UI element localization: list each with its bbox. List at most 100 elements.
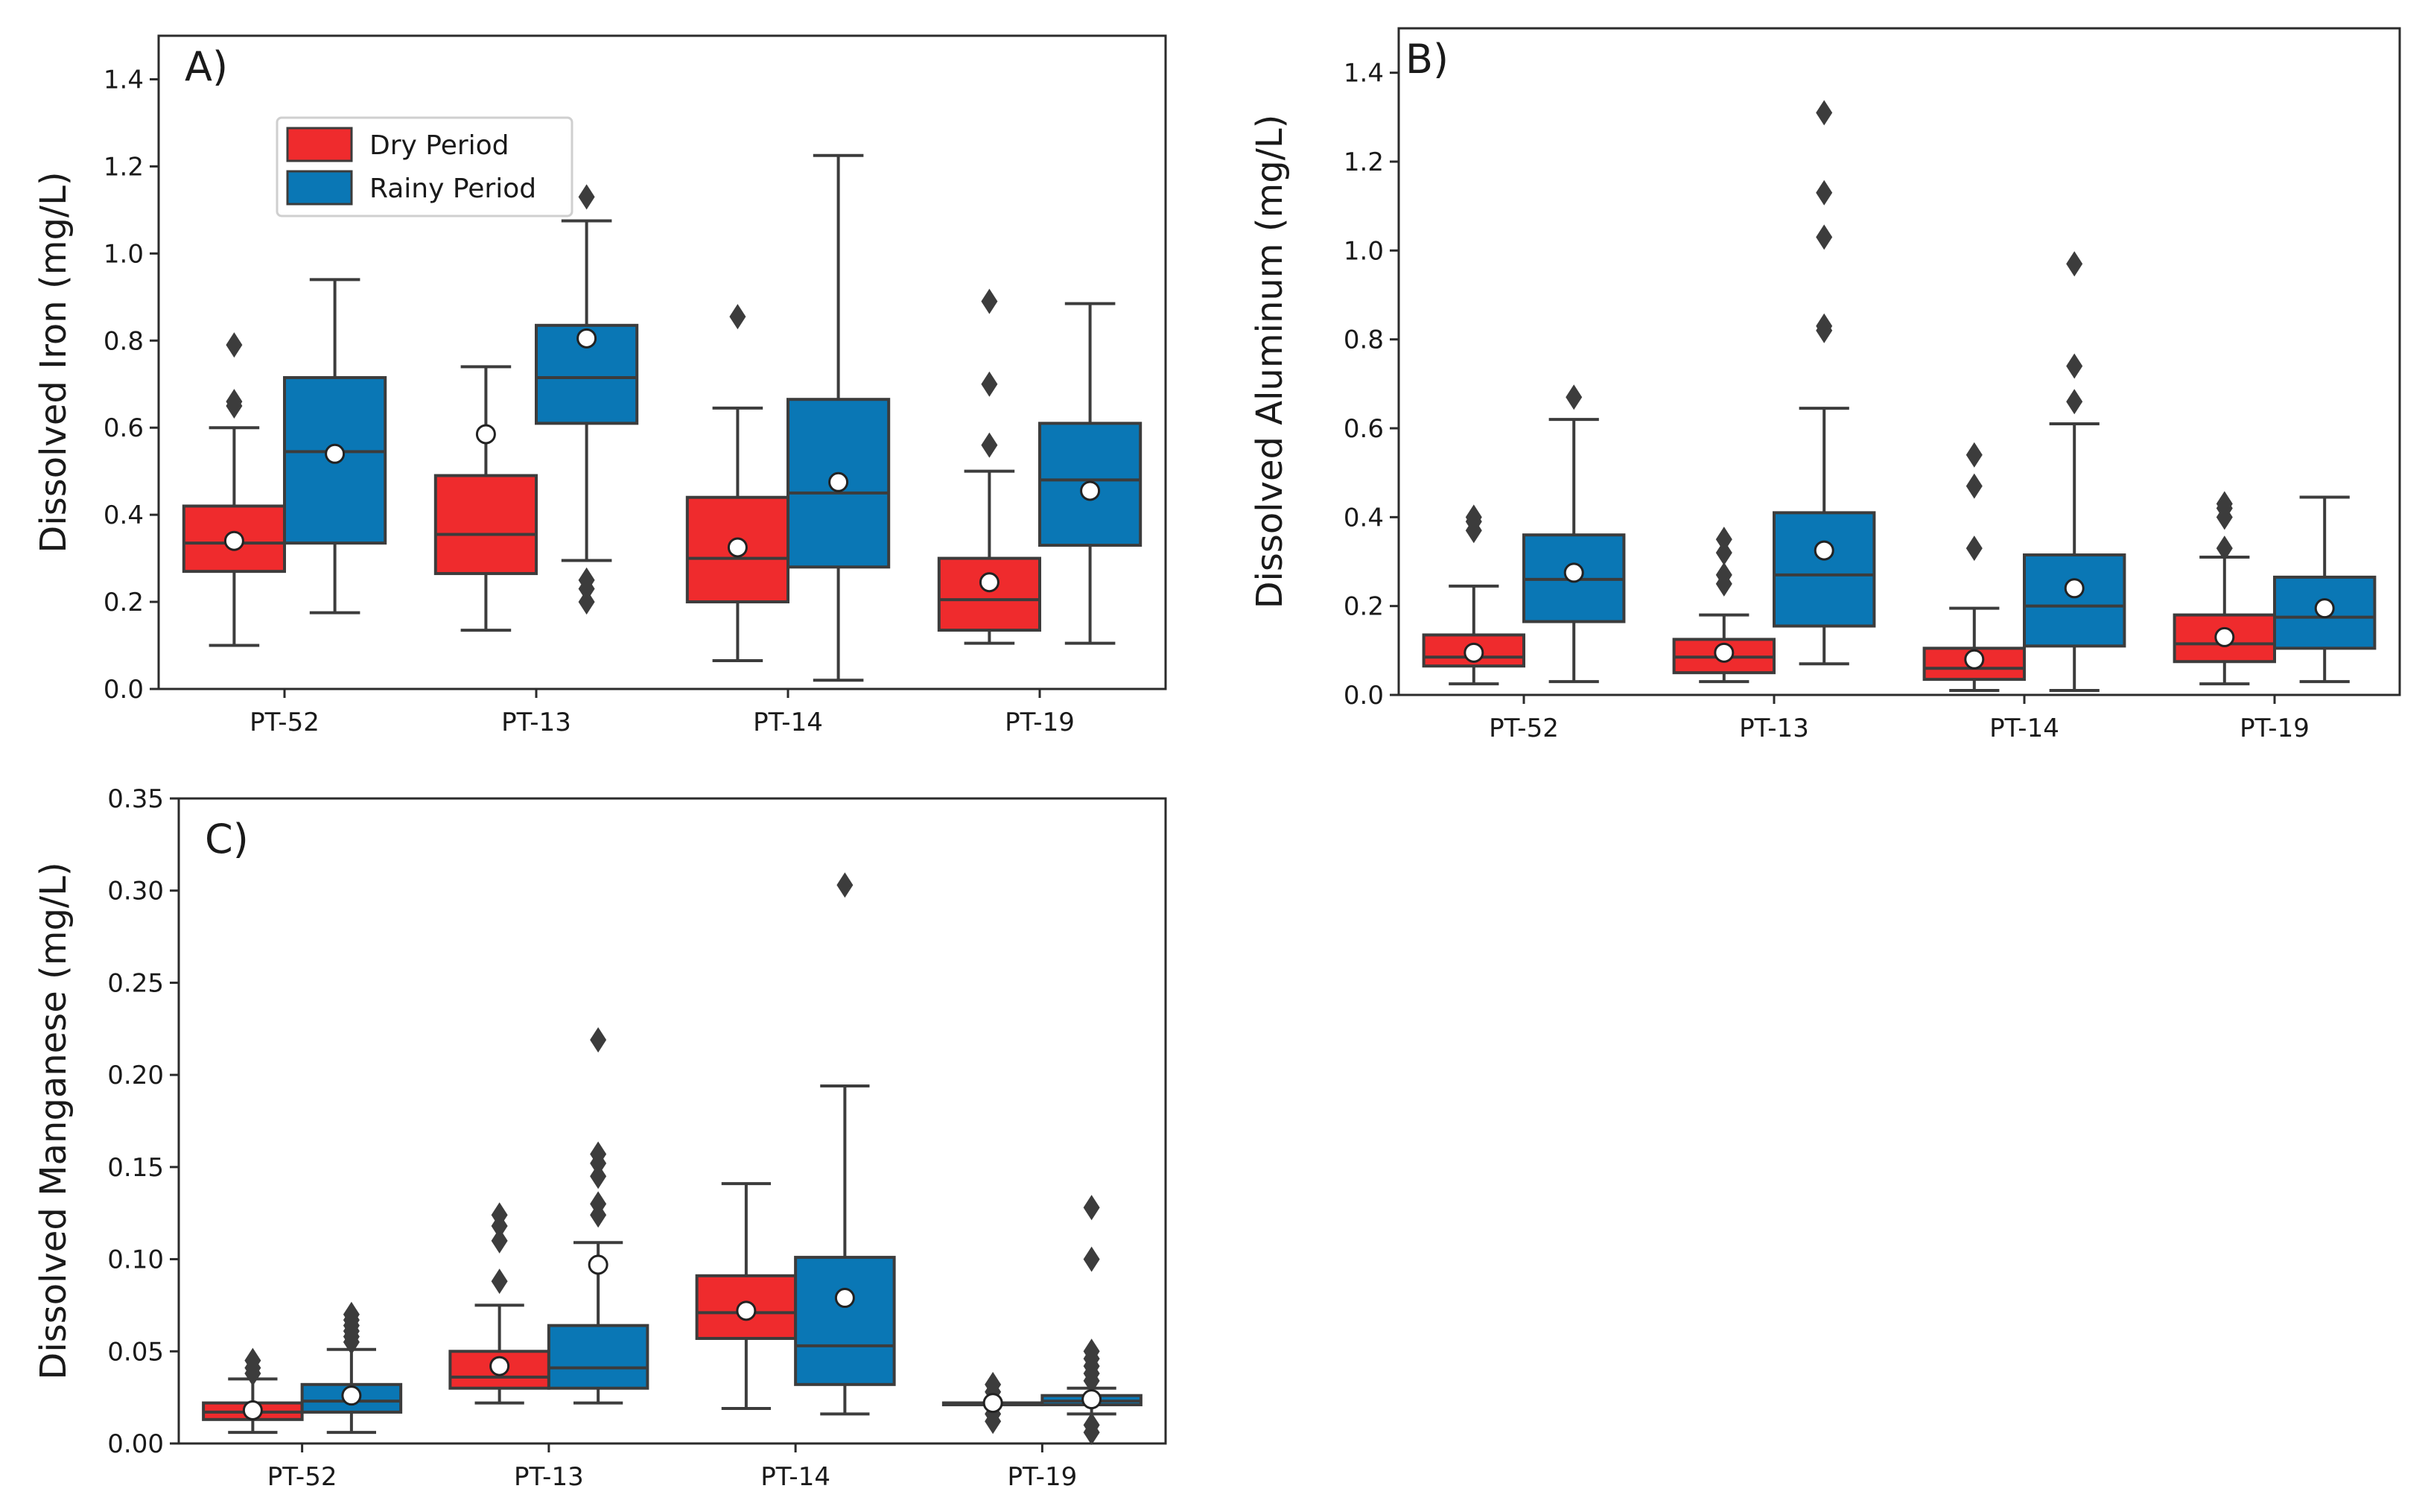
y-tick-label: 0.0 — [104, 675, 144, 705]
box-rainy-pt-13-outlier — [578, 567, 595, 593]
box-rainy-pt-13-mean — [1814, 540, 1834, 561]
y-tick-label: 1.0 — [104, 239, 144, 269]
box-dry-pt-52-mean — [242, 1400, 263, 1420]
box-rainy-pt-14-outlier — [2066, 389, 2083, 415]
box-rainy-pt-14 — [794, 1256, 896, 1386]
plot-frame-iron — [157, 34, 1167, 690]
box-dry-pt-52-outlier — [244, 1347, 261, 1373]
box-dry-pt-19-outlier — [981, 371, 998, 397]
box-rainy-pt-14-outlier — [2066, 353, 2083, 379]
y-tick-label: 0.25 — [107, 968, 164, 998]
y-tick-label: 1.4 — [104, 65, 144, 95]
panel-iron: 0.0 0.2 0.4 0.6 0.8 1.0 1.2 1.4 PT-52 PT-13 PT-14 P… — [33, 34, 1167, 737]
legend-swatch-dry — [286, 127, 353, 162]
box-rainy-pt-13-outlier — [590, 1141, 607, 1167]
box-dry-pt-19-outlier — [2216, 536, 2233, 562]
legend-swatch-rainy — [286, 170, 353, 206]
box-dry-pt-19-mean — [982, 1393, 1003, 1414]
panel-label: A) — [185, 43, 228, 90]
box-dry-pt-13-mean — [1714, 642, 1735, 663]
box-dry-pt-13-outlier — [491, 1227, 508, 1254]
y-tick-label: 0.8 — [1344, 325, 1384, 355]
box-dry-pt-19 — [937, 556, 1042, 632]
y-tick-label: 1.0 — [1344, 236, 1384, 266]
box-rainy-pt-52-outlier — [1566, 384, 1583, 410]
x-tick-label: PT-14 — [1989, 714, 2059, 743]
panel-aluminum: 0.0 0.2 0.4 0.6 0.8 1.0 1.2 1.4 PT-52 PT-13 PT-14 P… — [1249, 27, 2401, 743]
x-tick-label: PT-52 — [250, 708, 320, 737]
legend-label-rainy: Rainy Period — [369, 174, 536, 204]
y-tick-label: 1.4 — [1344, 59, 1384, 89]
plot-frame-manganese — [177, 797, 1167, 1445]
box-rainy-pt-19-outlier — [1083, 1246, 1100, 1272]
box-dry-pt-52-outlier — [226, 389, 243, 415]
box-rainy-pt-14-mean — [2064, 578, 2085, 599]
box-dry-pt-13-outlier — [491, 1268, 508, 1295]
y-tick-label: 0.05 — [107, 1337, 164, 1367]
box-dry-pt-14-outlier — [729, 304, 746, 330]
x-tick-label: PT-13 — [514, 1462, 584, 1492]
box-rainy-pt-13-outlier — [590, 1191, 607, 1217]
box-dry-pt-52-mean — [223, 530, 244, 551]
box-rainy-pt-19-mean — [1080, 480, 1101, 501]
box-rainy-pt-13-outlier — [1816, 100, 1833, 126]
box-dry-pt-52-outlier — [1465, 504, 1482, 530]
box-dry-pt-14-outlier — [1965, 473, 1983, 499]
y-tick-label: 0.10 — [107, 1245, 164, 1275]
x-tick-label: PT-13 — [1739, 714, 1809, 743]
box-rainy-pt-19-outlier — [1083, 1195, 1100, 1221]
box-rainy-pt-13-outlier — [1816, 313, 1833, 339]
box-dry-pt-19-outlier — [981, 432, 998, 458]
box-rainy-pt-52-mean — [341, 1385, 362, 1406]
box-dry-pt-13-outlier — [1715, 540, 1732, 566]
panel-manganese: 0.00 0.05 0.10 0.15 0.20 0.25 0.30 0.35 PT-52 PT-… — [33, 784, 1167, 1492]
x-tick-label: PT-13 — [501, 708, 571, 737]
x-tick-label: PT-19 — [1005, 708, 1075, 737]
x-tick-label: PT-19 — [2240, 714, 2310, 743]
y-tick-label: 0.2 — [104, 588, 144, 617]
y-tick-label: 0.6 — [1344, 414, 1384, 444]
panel-label: B) — [1405, 36, 1449, 83]
y-tick-label: 0.30 — [107, 877, 164, 906]
legend: Dry Period Rainy Period — [276, 116, 573, 217]
box-rainy-pt-14-outlier — [836, 872, 854, 898]
box-dry-pt-13-mean — [475, 424, 496, 445]
box-dry-pt-19-mean — [2214, 626, 2235, 647]
box-dry-pt-13 — [433, 474, 538, 576]
y-axis-title: Dissolved Iron (mg/L) — [33, 171, 74, 553]
legend-label-dry: Dry Period — [369, 130, 509, 161]
box-dry-pt-13-outlier — [491, 1202, 508, 1228]
box-rainy-pt-19-mean — [2314, 598, 2335, 619]
y-tick-label: 1.2 — [1344, 147, 1384, 177]
box-rainy-pt-19-outlier — [1083, 1412, 1100, 1438]
box-rainy-pt-14-mean — [834, 1288, 855, 1309]
box-rainy-pt-13-outlier — [1816, 180, 1833, 206]
box-rainy-pt-13-outlier — [590, 1027, 607, 1053]
y-tick-label: 0.0 — [1344, 681, 1384, 711]
x-tick-label: PT-14 — [760, 1462, 830, 1492]
box-rainy-pt-52-mean — [325, 443, 346, 464]
box-rainy-pt-14 — [2023, 553, 2126, 648]
x-tick-label: PT-52 — [1489, 714, 1559, 743]
x-tick-label: PT-19 — [1008, 1462, 1078, 1492]
box-dry-pt-19-outlier — [2216, 491, 2233, 517]
y-tick-label: 0.15 — [107, 1153, 164, 1183]
box-rainy-pt-13-outlier — [578, 589, 595, 615]
box-dry-pt-19-outlier — [985, 1371, 1002, 1397]
y-axis-title: Dissolved Manganese (mg/L) — [33, 862, 74, 1379]
box-dry-pt-14-outlier — [1965, 536, 1983, 562]
box-rainy-pt-13-outlier — [590, 1163, 607, 1189]
box-rainy-pt-52-mean — [1563, 562, 1584, 583]
box-dry-pt-13-outlier — [1715, 562, 1732, 588]
y-tick-label: 1.2 — [104, 152, 144, 182]
box-dry-pt-52-mean — [1464, 642, 1484, 663]
box-dry-pt-14-outlier — [1965, 442, 1983, 468]
box-rainy-pt-13 — [547, 1324, 649, 1390]
box-rainy-pt-19-mean — [1081, 1389, 1102, 1410]
box-dry-pt-13-mean — [489, 1356, 510, 1376]
box-rainy-pt-13-outlier — [578, 184, 595, 210]
y-tick-label: 0.8 — [104, 326, 144, 356]
box-rainy-pt-13-mean — [576, 328, 597, 349]
box-rainy-pt-19-outlier — [1083, 1338, 1100, 1365]
